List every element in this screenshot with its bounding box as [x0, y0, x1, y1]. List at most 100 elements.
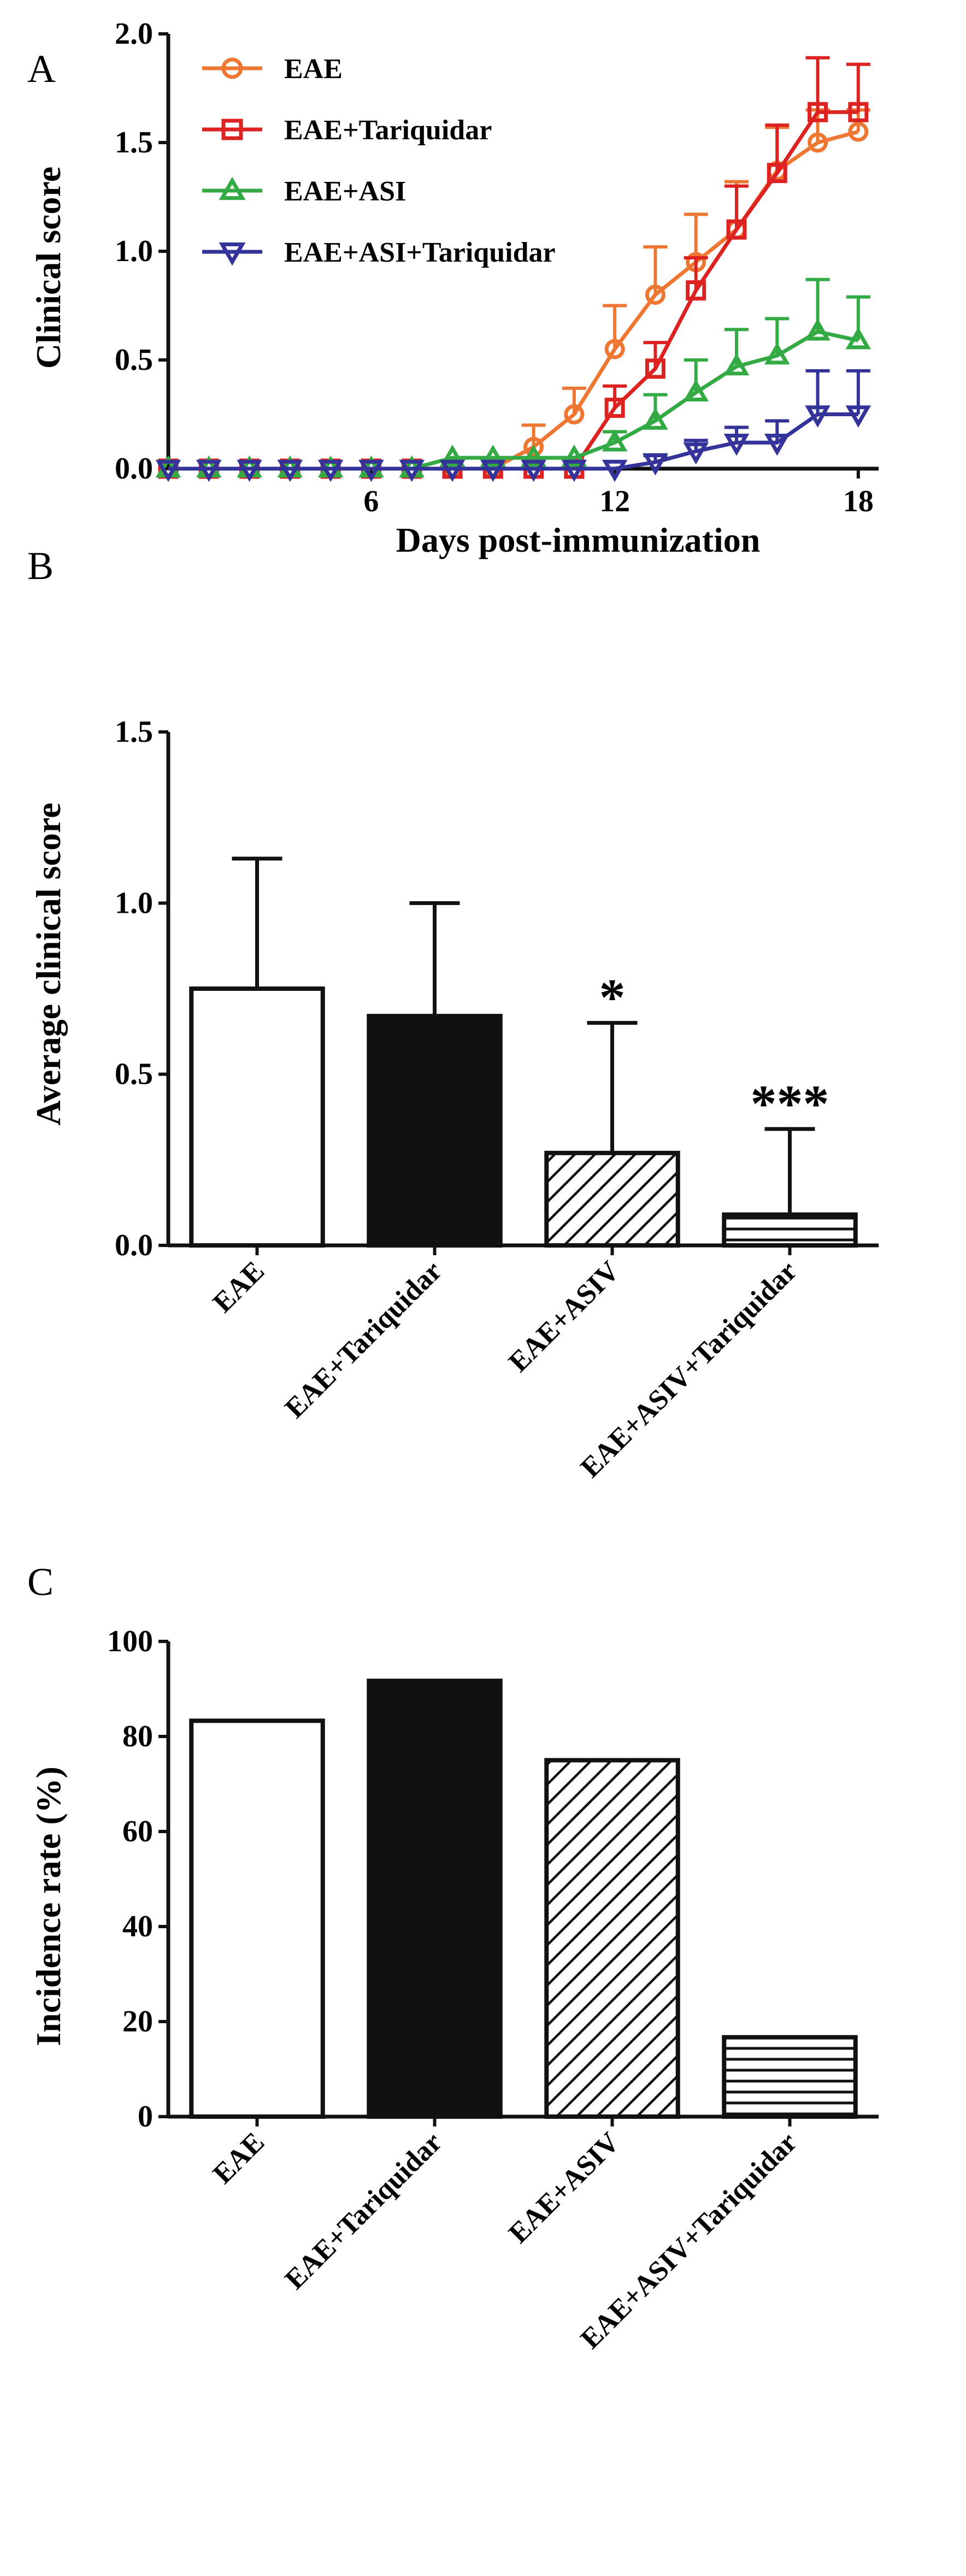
- data-point: [683, 442, 709, 465]
- data-point: [439, 459, 466, 482]
- b-y-tick-label: 0.5: [115, 1057, 153, 1091]
- data-point: [808, 102, 828, 122]
- data-point: [683, 379, 709, 401]
- data-point: [561, 444, 587, 467]
- panel-a-x-axis-title: Days post-immunization: [396, 521, 761, 559]
- significance-marker: ***: [751, 1074, 829, 1133]
- c-y-tick-label: 20: [122, 2005, 153, 2039]
- bar-group-eae-asiv-tariquidar: [722, 2035, 858, 2119]
- b-y-tick-label: 0.0: [115, 1228, 153, 1262]
- b-y-tick-label: 1.0: [115, 886, 153, 920]
- data-point: [439, 444, 466, 467]
- panel-a-x-tick-label: 12: [599, 485, 630, 518]
- panel-b-category-labels: EAE EAE+Tariquidar EAE+ASIVEAE+ASIV+Tariqu…: [207, 1255, 803, 1484]
- data-point: [277, 459, 303, 482]
- category-label: EAE: [207, 2126, 270, 2190]
- legend-marker: [219, 242, 246, 266]
- category-label: EAE+ASIV: [503, 1255, 626, 1378]
- data-point: [808, 132, 828, 153]
- data-point: [686, 280, 706, 301]
- legend-marker: [221, 119, 243, 140]
- data-point: [805, 318, 830, 341]
- data-point: [521, 444, 546, 467]
- data-point: [480, 459, 506, 482]
- panel-a-y-tick-label: 1.0: [115, 234, 153, 268]
- data-point: [155, 459, 181, 482]
- legend-entry-eae: EAE: [202, 54, 343, 85]
- panel-b-y-axis-title: Average clinical score: [29, 802, 68, 1125]
- c-y-tick-label: 100: [107, 1624, 153, 1658]
- panel-a-line-chart: 0.00.51.01.52.06 12 18 EAEEAE+TariquidarEA…: [29, 17, 879, 559]
- bar: [367, 1679, 503, 2119]
- data-point: [764, 433, 790, 456]
- series-eae-asi: [155, 277, 871, 478]
- panel-letter-b: B: [27, 544, 54, 588]
- legend-label: EAE+ASI: [284, 176, 406, 207]
- series-eae-asi-tariquidar: [155, 369, 871, 482]
- data-point: [723, 353, 750, 376]
- data-point: [237, 459, 262, 482]
- bar-group-eae: [189, 856, 325, 1248]
- series-line: [168, 329, 859, 471]
- data-point: [643, 407, 668, 430]
- data-point: [848, 121, 869, 142]
- panel-b-ticks: 0.0 0.5 1.0 1.5: [115, 715, 792, 1262]
- series-eae: [158, 108, 870, 479]
- legend-label: EAE: [284, 54, 343, 85]
- data-point: [604, 398, 625, 418]
- panel-letter-c: C: [27, 1560, 54, 1604]
- panel-a-legend: EAE EAE+Tariquidar EAE+ASI EAE+ASI+Tariquid…: [202, 54, 556, 268]
- category-label: EAE: [207, 1255, 270, 1319]
- data-point: [848, 102, 869, 122]
- bar-group-eae-asiv: [544, 1758, 680, 2119]
- bar: [722, 2035, 858, 2119]
- data-point: [480, 444, 506, 467]
- b-y-tick-label: 1.5: [115, 715, 153, 749]
- data-point: [604, 339, 625, 359]
- panel-c-category-labels: EAE EAE+Tariquidar EAE+ASIVEAE+ASIV+Tariqu…: [207, 2126, 803, 2355]
- bar: [722, 1212, 858, 1248]
- data-point: [845, 327, 871, 350]
- data-point: [602, 459, 628, 482]
- c-y-tick-label: 0: [138, 2100, 153, 2134]
- data-point: [845, 405, 871, 428]
- series-line: [168, 412, 858, 471]
- bar: [189, 1718, 325, 2119]
- panel-a-y-tick-label: 0.0: [115, 452, 153, 486]
- data-point: [358, 459, 384, 482]
- legend-entry-eae-asi-tariquidar: EAE+ASI+Tariquidar: [202, 237, 556, 268]
- legend-marker: [221, 57, 243, 79]
- c-y-tick-label: 40: [122, 1910, 153, 1943]
- bar: [544, 1150, 680, 1248]
- legend-entry-eae-asi: EAE+ASI: [202, 176, 406, 207]
- data-point: [643, 453, 668, 476]
- data-point: [523, 436, 544, 457]
- panel-letter-a: A: [27, 47, 56, 91]
- bar-group-eae: [189, 1718, 325, 2119]
- data-point: [521, 459, 546, 482]
- data-point: [645, 358, 665, 379]
- category-label: EAE+Tariquidar: [279, 1255, 448, 1424]
- panel-a-y-tick-label: 2.0: [115, 17, 153, 51]
- series-line: [168, 110, 858, 471]
- c-y-tick-label: 60: [122, 1815, 153, 1848]
- bar: [544, 1758, 680, 2119]
- panel-a-x-tick-label: 18: [843, 485, 874, 518]
- panel-c-y-axis-title: Incidence rate (%): [29, 1766, 68, 2046]
- data-point: [317, 459, 344, 482]
- data-point: [564, 404, 585, 424]
- panel-b-bars: ****: [189, 856, 858, 1248]
- category-label: EAE+Tariquidar: [279, 2126, 448, 2295]
- legend-entry-eae-tariquidar: EAE+Tariquidar: [202, 115, 492, 146]
- data-point: [645, 285, 665, 305]
- bar: [367, 1014, 503, 1248]
- bar-group-eae-asiv-tariquidar: ***: [722, 1074, 858, 1248]
- data-point: [805, 405, 830, 428]
- data-point: [196, 459, 222, 482]
- data-point: [764, 342, 790, 365]
- legend-label: EAE+ASI+Tariquidar: [284, 237, 556, 268]
- data-point: [723, 433, 750, 456]
- panel-a-series: [155, 56, 871, 482]
